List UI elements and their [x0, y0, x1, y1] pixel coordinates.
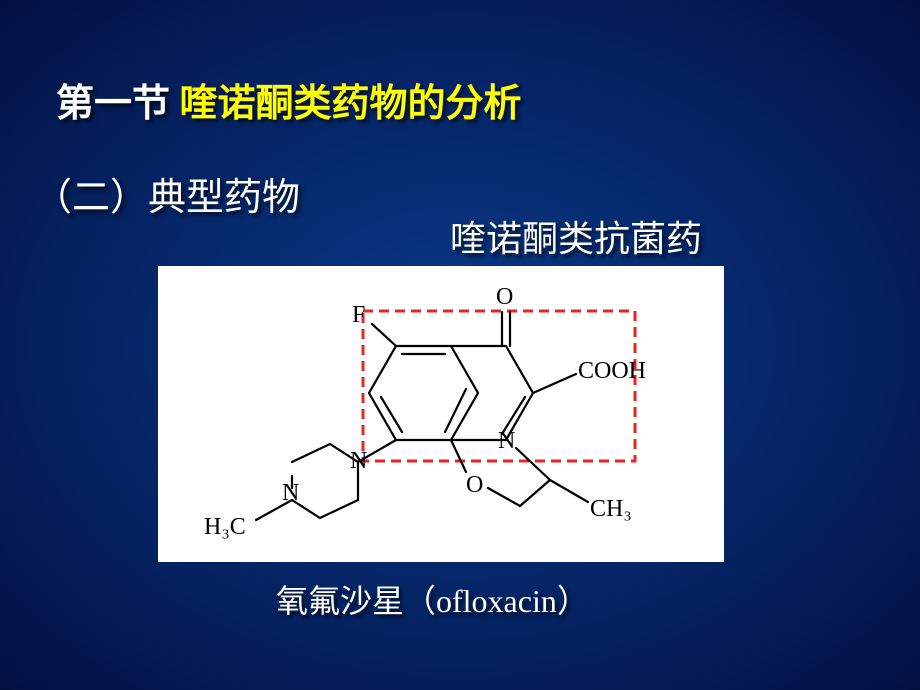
subtitle: （二）典型药物 — [34, 166, 300, 221]
label-O-ring: O — [466, 472, 483, 498]
label-COOH: COOH — [578, 358, 646, 384]
title-main: 喹诺酮类药物的分析 — [180, 83, 522, 125]
label-CH3-right: CH₃ — [590, 496, 632, 522]
ofloxacin-structure: O COOH F N N N O H₃C CH₃ — [158, 266, 724, 562]
label-N2: N — [350, 448, 367, 474]
title-prefix: 第一节 — [56, 83, 170, 125]
label-F: F — [352, 302, 365, 328]
bonds — [256, 312, 588, 520]
label-CH3-left: H₃C — [204, 514, 246, 540]
label-N1: N — [498, 428, 515, 454]
structure-caption: 氧氟沙星（ofloxacin） — [276, 576, 589, 622]
label-O-ketone: O — [496, 284, 513, 310]
atom-labels: O COOH F N N N O H₃C CH₃ — [204, 284, 646, 540]
chemical-structure-box: O COOH F N N N O H₃C CH₃ — [158, 266, 724, 562]
label-N3: N — [282, 480, 299, 506]
category-label: 喹诺酮类抗菌药 — [450, 210, 702, 262]
slide-title: 第一节 喹诺酮类药物的分析 — [56, 72, 522, 127]
